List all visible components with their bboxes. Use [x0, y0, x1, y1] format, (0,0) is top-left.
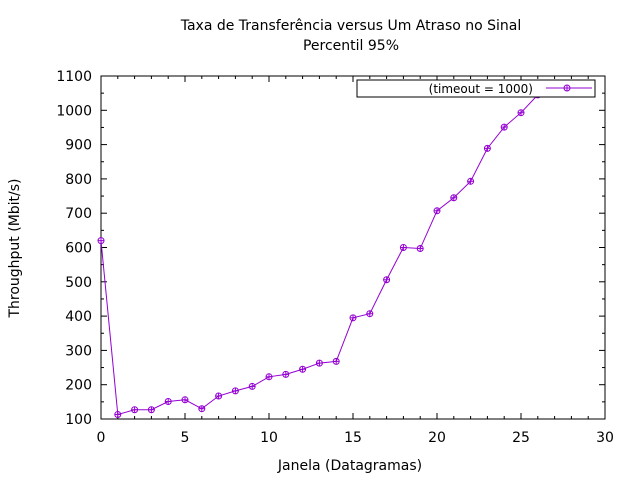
legend-label: (timeout = 1000) — [429, 82, 533, 96]
data-point — [147, 406, 155, 414]
y-tick-label: 500 — [65, 275, 92, 291]
data-point — [265, 373, 273, 381]
x-tick-label: 10 — [260, 430, 278, 446]
legend-marker — [563, 84, 571, 92]
data-point — [332, 357, 340, 365]
y-tick-label: 600 — [65, 241, 92, 257]
data-point — [131, 406, 139, 414]
data-point — [366, 310, 374, 318]
y-axis: 100 200 300 400 500 600 700 800 900 1000 1100 — [56, 69, 605, 428]
y-tick-label: 700 — [65, 206, 92, 222]
data-point — [282, 370, 290, 378]
data-point — [517, 109, 525, 117]
y-tick-label: 300 — [65, 343, 92, 359]
y-tick-label: 100 — [65, 412, 92, 428]
plot-area — [100, 75, 606, 420]
series-layer — [97, 91, 542, 419]
data-point — [181, 396, 189, 404]
y-tick-label: 800 — [65, 172, 92, 188]
data-point — [231, 387, 239, 395]
data-point — [483, 144, 491, 152]
data-point — [416, 245, 424, 253]
y-tick-label: 400 — [65, 309, 92, 325]
y-tick-label: 900 — [65, 138, 92, 154]
x-axis: 0 5 10 15 20 25 30 — [97, 76, 614, 446]
data-point — [114, 411, 122, 419]
legend-box — [356, 79, 596, 98]
data-point — [383, 276, 391, 284]
y-axis-label: Throughput (Mbit/s) — [7, 178, 23, 318]
data-point — [97, 237, 105, 245]
x-tick-label: 30 — [596, 430, 614, 446]
y-tick-label: 200 — [65, 378, 92, 394]
legend-marker-symbol — [563, 84, 571, 92]
data-point — [215, 392, 223, 400]
data-point — [315, 359, 323, 367]
x-tick-label: 15 — [344, 430, 362, 446]
chart-subtitle: Percentil 95% — [303, 38, 399, 54]
data-point — [248, 382, 256, 390]
data-point — [433, 207, 441, 215]
data-point — [500, 123, 508, 131]
data-point — [299, 365, 307, 373]
data-point — [399, 244, 407, 251]
data-point — [198, 405, 206, 413]
data-point — [164, 398, 172, 406]
x-tick-label: 5 — [181, 430, 190, 446]
x-tick-label: 25 — [512, 430, 530, 446]
x-axis-label: Janela (Datagramas) — [277, 458, 422, 474]
data-point — [467, 177, 475, 185]
chart-title: Taxa de Transferência versus Um Atraso n… — [180, 18, 522, 34]
data-point — [450, 194, 458, 202]
x-tick-label: 0 — [97, 430, 106, 446]
x-tick-label: 20 — [428, 430, 446, 446]
data-point — [349, 314, 357, 322]
y-tick-label: 1000 — [56, 103, 92, 119]
y-tick-label: 1100 — [56, 69, 92, 85]
legend: (timeout = 1000) — [356, 79, 596, 98]
